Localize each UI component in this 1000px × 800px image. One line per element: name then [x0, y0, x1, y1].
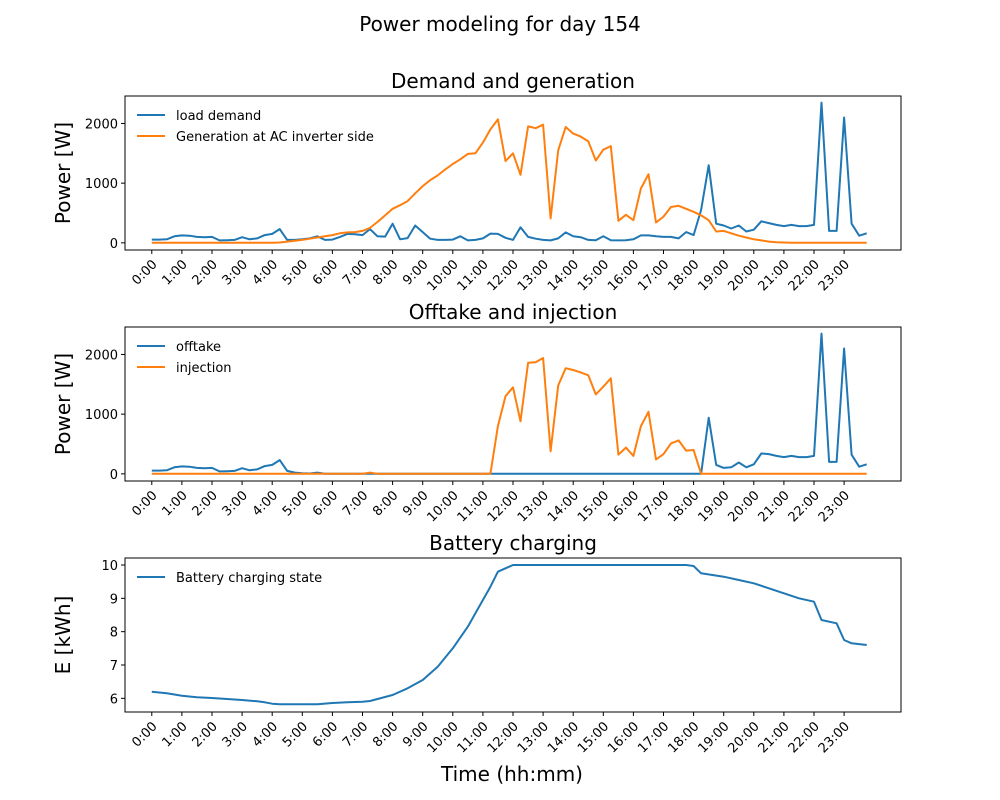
series-line-1	[151, 332, 868, 475]
y-tick-label: 6	[110, 692, 118, 707]
legend-label: Battery charging state	[176, 571, 322, 586]
subplot-title: Battery charging	[429, 531, 597, 555]
y-tick-label: 0	[110, 468, 118, 483]
y-tick-label: 0	[110, 237, 118, 252]
legend-label: load demand	[176, 109, 261, 124]
y-tick-label: 8	[110, 626, 118, 641]
y-tick-label: 7	[110, 659, 118, 674]
series-line-1	[151, 101, 868, 242]
y-tick-label: 1000	[85, 408, 118, 423]
series-line-2	[151, 118, 867, 244]
series-line-1	[151, 564, 867, 706]
y-axis-label: Power [W]	[51, 353, 75, 455]
y-tick-label: 2000	[85, 348, 118, 363]
y-axis-label: Power [W]	[51, 122, 75, 224]
y-tick-label: 2000	[85, 117, 118, 132]
legend-label: offtake	[176, 340, 221, 355]
subplot-title: Demand and generation	[391, 69, 635, 93]
x-axis-label: Time (hh:mm)	[440, 762, 583, 786]
y-axis-label: E [kWh]	[51, 596, 75, 675]
figure-suptitle: Power modeling for day 154	[359, 12, 641, 36]
y-tick-label: 10	[101, 559, 118, 574]
y-tick-label: 9	[110, 592, 118, 607]
y-tick-label: 1000	[85, 177, 118, 192]
legend-label: Generation at AC inverter side	[176, 130, 374, 145]
legend-label: injection	[176, 361, 232, 376]
subplot-title: Offtake and injection	[409, 300, 618, 324]
series-line-2	[151, 357, 867, 475]
